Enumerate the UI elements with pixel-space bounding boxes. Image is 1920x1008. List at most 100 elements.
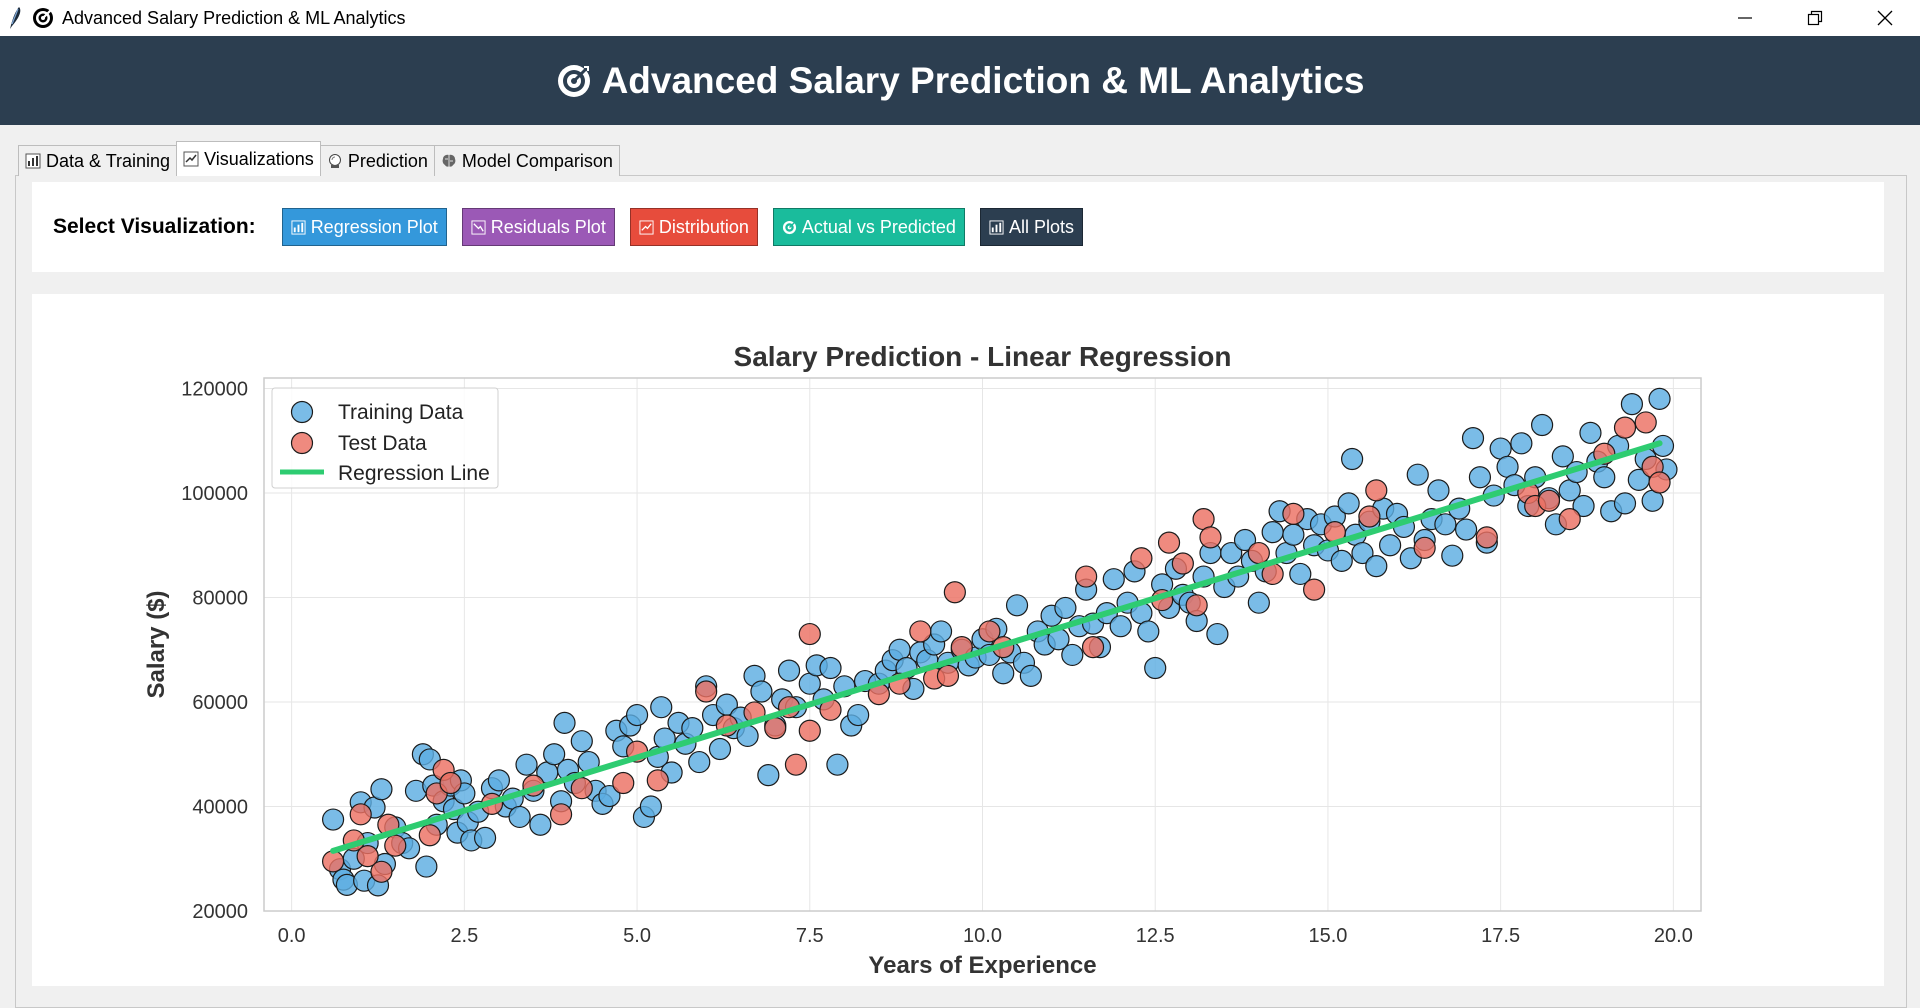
- training-data-point: [1341, 447, 1364, 471]
- crystal-ball-icon: [328, 154, 341, 168]
- training-data-point: [1406, 463, 1429, 486]
- x-tick-label: 5.0: [623, 925, 651, 947]
- test-data-point: [1185, 594, 1208, 617]
- training-data-point: [1441, 544, 1464, 567]
- test-data-point: [1365, 479, 1388, 502]
- regression-plot-button[interactable]: Regression Plot: [281, 208, 447, 246]
- legend-marker-test: [290, 431, 314, 455]
- button-label: Residuals Plot: [490, 216, 606, 237]
- test-data-point: [1475, 526, 1498, 549]
- restore-button[interactable]: [1780, 0, 1850, 36]
- x-tick-label: 0.0: [278, 925, 306, 947]
- training-data-point: [1137, 620, 1160, 643]
- visualization-selector: Select Visualization: Regression Plot Re…: [32, 182, 1884, 272]
- training-data-point: [1379, 534, 1402, 557]
- plot-frame: [263, 377, 1702, 912]
- test-data-point: [695, 680, 718, 703]
- y-axis-label: Salary ($): [143, 590, 170, 698]
- legend-label-test: Test Data: [338, 432, 427, 455]
- test-data-point: [1075, 565, 1098, 588]
- training-data-point: [1102, 568, 1125, 591]
- test-data-point: [1634, 411, 1657, 434]
- all-plots-button[interactable]: All Plots: [979, 208, 1083, 246]
- actual-vs-predicted-button[interactable]: Actual vs Predicted: [772, 208, 965, 246]
- training-data-point: [1365, 555, 1388, 578]
- legend-box: [271, 387, 499, 489]
- test-data-point: [570, 777, 593, 800]
- test-data-point: [384, 834, 407, 857]
- training-data-point: [1427, 479, 1450, 502]
- minimize-button[interactable]: [1710, 0, 1780, 36]
- distribution-button[interactable]: Distribution: [629, 208, 758, 246]
- test-data-point: [1558, 507, 1581, 531]
- training-data-point: [708, 737, 732, 761]
- tab-label: Data & Training: [46, 150, 171, 171]
- y-tick-label: 120000: [181, 378, 248, 400]
- y-tick-label: 60000: [192, 692, 248, 714]
- test-data-point: [764, 717, 787, 740]
- test-data-point: [1130, 547, 1153, 570]
- test-data-point: [978, 620, 1001, 643]
- training-data-point: [553, 711, 576, 734]
- tab-prediction[interactable]: Prediction: [319, 145, 435, 176]
- tab-bar: Data & Training Visualizations Predictio…: [18, 141, 620, 176]
- app-header: Advanced Salary Prediction & ML Analytic…: [0, 36, 1920, 125]
- test-data-point: [1282, 502, 1305, 525]
- y-tick-label: 20000: [192, 901, 248, 923]
- residuals-plot-button[interactable]: Residuals Plot: [461, 208, 615, 246]
- training-data-point: [1461, 426, 1485, 450]
- training-data-point: [570, 730, 593, 753]
- tab-model-comparison[interactable]: Model Comparison: [433, 145, 620, 176]
- training-data-point: [688, 750, 711, 774]
- test-data-point: [1081, 636, 1105, 659]
- training-data-point: [1261, 521, 1284, 544]
- test-data-point: [943, 581, 966, 604]
- training-data-point: [515, 753, 538, 776]
- training-data-point: [1061, 643, 1084, 667]
- chart-check-icon: [183, 151, 199, 167]
- chart-title: Salary Prediction - Linear Regression: [734, 341, 1232, 372]
- training-data-point: [992, 662, 1015, 685]
- page-title: Advanced Salary Prediction & ML Analytic…: [601, 59, 1365, 101]
- tab-label: Visualizations: [204, 148, 314, 169]
- training-data-point: [1054, 596, 1077, 620]
- brain-icon: [442, 154, 456, 167]
- window-title: Advanced Salary Prediction & ML Analytic…: [62, 7, 406, 28]
- training-data-point: [321, 808, 345, 831]
- tab-visualizations[interactable]: Visualizations: [176, 141, 321, 176]
- tab-label: Model Comparison: [461, 150, 613, 171]
- test-data-point: [646, 769, 669, 792]
- y-tick-label: 40000: [192, 796, 248, 818]
- x-axis-label: Years of Experience: [868, 952, 1096, 979]
- bar-chart-icon: [25, 153, 41, 169]
- training-data-point: [1455, 518, 1478, 541]
- window-title-bar: Advanced Salary Prediction & ML Analytic…: [0, 0, 1920, 36]
- training-data-point: [1144, 656, 1167, 680]
- training-data-point: [1648, 387, 1671, 411]
- training-data-point: [777, 659, 801, 682]
- restore-icon: [1807, 10, 1823, 26]
- test-data-point: [321, 850, 345, 873]
- x-tick-label: 2.5: [450, 925, 478, 947]
- button-label: Regression Plot: [310, 216, 438, 237]
- training-data-point: [1572, 494, 1595, 518]
- test-data-point: [549, 803, 573, 826]
- training-data-point: [1531, 413, 1554, 437]
- test-data-point: [356, 845, 379, 868]
- tab-data-training[interactable]: Data & Training: [18, 145, 178, 176]
- training-data-point: [1247, 591, 1270, 614]
- test-data-point: [1537, 489, 1561, 512]
- test-data-point: [1157, 531, 1181, 554]
- test-data-point: [784, 753, 808, 776]
- test-data-point: [798, 622, 821, 646]
- select-visualization-label: Select Visualization:: [53, 215, 256, 238]
- training-data-point: [1220, 541, 1243, 565]
- close-icon: [1877, 10, 1893, 26]
- training-data-point: [750, 680, 773, 703]
- chart-panel: 0.0 2.5 5.0 7.5 10.0 12.5 15.0 17.5 20.0 20000 400…: [32, 294, 1884, 986]
- training-data-point: [1233, 528, 1257, 552]
- x-tick-label: 12.5: [1136, 925, 1175, 947]
- close-button[interactable]: [1850, 0, 1920, 36]
- training-data-point: [757, 764, 780, 787]
- training-data-point: [529, 813, 552, 836]
